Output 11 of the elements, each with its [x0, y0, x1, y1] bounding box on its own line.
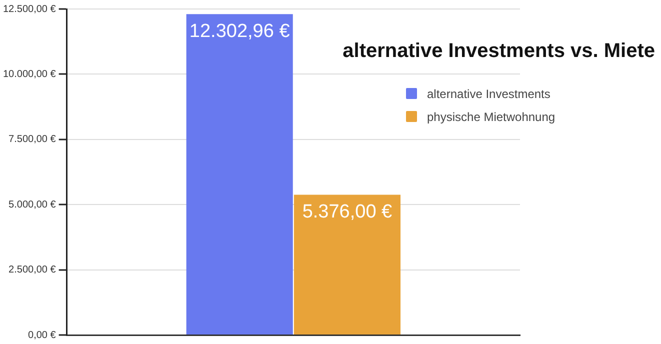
text: alternative Investments vs. Miete — [342, 40, 655, 63]
data-label: 12.302,96 € — [189, 20, 290, 42]
legend-label: physische Mietwohnung — [427, 110, 556, 124]
y-tick-label: 10.000,00 € — [3, 68, 56, 80]
y-tick-label: 5.000,00 € — [8, 199, 56, 210]
data-label: 5.376,00 € — [302, 202, 393, 223]
y-tick-label: 7.500,00 € — [8, 134, 56, 146]
legend-label: alternative Investments — [427, 86, 550, 100]
y-tick-label: 2.500,00 € — [8, 264, 56, 276]
y-tick-label: 12.500,00 € — [3, 4, 56, 15]
y-tick-label: 0,00 € — [28, 330, 56, 341]
